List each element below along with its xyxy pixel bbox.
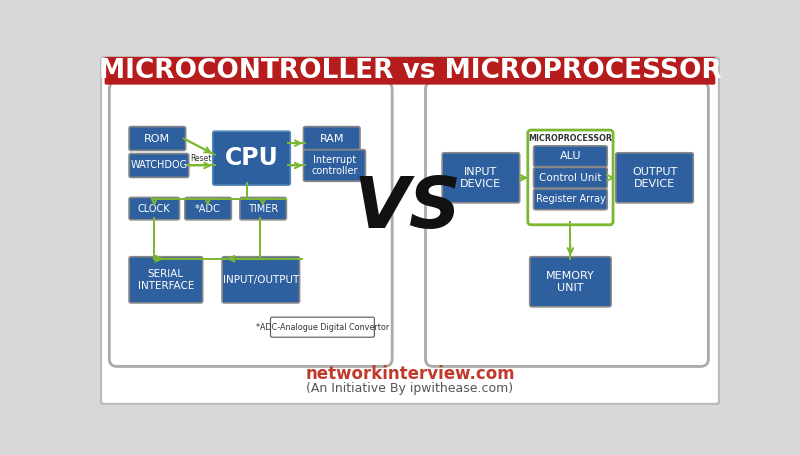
Text: INPUT/OUTPUT: INPUT/OUTPUT bbox=[222, 275, 299, 285]
FancyBboxPatch shape bbox=[110, 81, 392, 366]
FancyBboxPatch shape bbox=[442, 153, 520, 203]
Text: MEMORY
UNIT: MEMORY UNIT bbox=[546, 271, 594, 293]
FancyBboxPatch shape bbox=[303, 150, 366, 181]
Text: INPUT
DEVICE: INPUT DEVICE bbox=[460, 167, 502, 189]
Text: ALU: ALU bbox=[560, 151, 581, 161]
FancyBboxPatch shape bbox=[530, 257, 611, 307]
FancyBboxPatch shape bbox=[129, 153, 189, 177]
FancyBboxPatch shape bbox=[303, 126, 360, 151]
Text: (An Initiative By ipwithease.com): (An Initiative By ipwithease.com) bbox=[306, 381, 514, 394]
Text: networkinterview.com: networkinterview.com bbox=[305, 365, 515, 383]
FancyBboxPatch shape bbox=[270, 317, 374, 337]
FancyBboxPatch shape bbox=[616, 153, 694, 203]
FancyBboxPatch shape bbox=[534, 146, 607, 167]
FancyBboxPatch shape bbox=[534, 189, 607, 210]
Text: CLOCK: CLOCK bbox=[138, 203, 170, 213]
FancyBboxPatch shape bbox=[426, 81, 708, 366]
Text: *ADC-Analogue Digital Convertor: *ADC-Analogue Digital Convertor bbox=[256, 323, 389, 332]
Text: Interrupt
controller: Interrupt controller bbox=[311, 155, 358, 176]
FancyBboxPatch shape bbox=[534, 167, 607, 188]
Text: OUTPUT
DEVICE: OUTPUT DEVICE bbox=[632, 167, 677, 189]
Text: ROM: ROM bbox=[144, 133, 170, 143]
Text: CPU: CPU bbox=[225, 146, 278, 170]
Text: TIMER: TIMER bbox=[248, 203, 278, 213]
Text: Register Array: Register Array bbox=[535, 194, 606, 204]
Text: Reset: Reset bbox=[190, 154, 211, 163]
FancyBboxPatch shape bbox=[101, 58, 719, 404]
FancyBboxPatch shape bbox=[222, 257, 299, 303]
Text: MICROPROCESSOR: MICROPROCESSOR bbox=[529, 134, 613, 143]
Text: Control Unit: Control Unit bbox=[539, 173, 602, 183]
FancyBboxPatch shape bbox=[105, 57, 715, 85]
Text: SERIAL
INTERFACE: SERIAL INTERFACE bbox=[138, 269, 194, 291]
FancyBboxPatch shape bbox=[240, 197, 286, 220]
FancyBboxPatch shape bbox=[185, 197, 231, 220]
FancyBboxPatch shape bbox=[129, 197, 179, 220]
Text: VS: VS bbox=[354, 174, 462, 243]
FancyBboxPatch shape bbox=[129, 257, 202, 303]
Text: WATCHDOG: WATCHDOG bbox=[130, 161, 187, 171]
Text: MICROCONTROLLER vs MICROPROCESSOR: MICROCONTROLLER vs MICROPROCESSOR bbox=[98, 58, 722, 84]
FancyBboxPatch shape bbox=[129, 126, 186, 151]
Text: RAM: RAM bbox=[319, 133, 344, 143]
Text: *ADC: *ADC bbox=[195, 203, 221, 213]
FancyBboxPatch shape bbox=[213, 131, 290, 185]
FancyBboxPatch shape bbox=[528, 130, 613, 225]
